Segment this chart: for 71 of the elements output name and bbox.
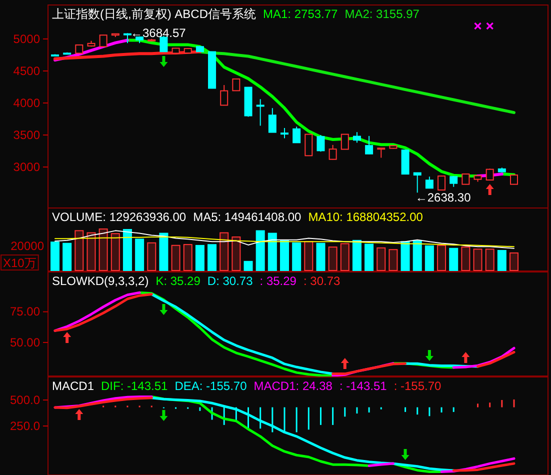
bar bbox=[473, 248, 482, 271]
bar bbox=[122, 229, 132, 271]
y-tick-label: 3000 bbox=[13, 160, 40, 174]
bar bbox=[159, 232, 168, 271]
line-series bbox=[54, 50, 202, 60]
bar bbox=[461, 246, 470, 271]
text: : 35.29 bbox=[260, 274, 297, 288]
bar bbox=[195, 244, 204, 271]
bar bbox=[280, 240, 289, 271]
bar bbox=[62, 242, 72, 271]
bar bbox=[220, 232, 229, 271]
bar bbox=[497, 250, 506, 271]
text: : -143.51 bbox=[339, 379, 388, 393]
bar bbox=[352, 240, 362, 271]
bar bbox=[340, 243, 350, 271]
annotation: ←2638.30 bbox=[415, 190, 472, 205]
bar bbox=[388, 249, 398, 271]
y-tick-label: 4500 bbox=[13, 64, 40, 78]
bar bbox=[50, 242, 60, 271]
bar bbox=[171, 244, 180, 271]
bar bbox=[316, 242, 326, 271]
y-tick-label: 50.00 bbox=[10, 335, 40, 350]
bar bbox=[135, 238, 144, 271]
text: MA1: 2753.77 bbox=[263, 7, 338, 21]
annotation: ←3684.57 bbox=[130, 26, 186, 40]
bar bbox=[74, 230, 84, 271]
text: D: 30.73 bbox=[207, 274, 254, 288]
bar bbox=[485, 248, 494, 271]
bar bbox=[232, 236, 241, 271]
series-label: DIF: -143.51 bbox=[101, 379, 168, 393]
bar bbox=[98, 228, 108, 271]
bar bbox=[412, 240, 422, 271]
y-tick-label: 3500 bbox=[13, 128, 40, 142]
chart-title: 上证指数(日线,前复权) ABCD信号系统 bbox=[52, 7, 256, 21]
series-label: K: 35.29 bbox=[156, 274, 201, 288]
y-tick-label: 250.0 bbox=[10, 418, 40, 433]
text: MA2: 3155.97 bbox=[344, 7, 420, 21]
bar bbox=[437, 244, 446, 271]
bar bbox=[244, 260, 253, 271]
candlestick bbox=[256, 98, 264, 126]
y-tick-label: 5000 bbox=[13, 32, 40, 46]
y-tick-label: 500.0 bbox=[10, 392, 40, 407]
bar bbox=[328, 246, 338, 271]
series-label: MA5: 149461408.00 bbox=[193, 210, 302, 224]
text: : 30.73 bbox=[303, 274, 341, 288]
bar bbox=[86, 232, 96, 271]
bar bbox=[110, 233, 120, 271]
bar bbox=[424, 245, 434, 271]
annotation: MACD1: 24.38 bbox=[254, 379, 333, 393]
bar bbox=[208, 244, 217, 271]
bar bbox=[400, 241, 410, 271]
bar bbox=[376, 247, 386, 271]
y-tick-label: 75.00 bbox=[10, 304, 40, 319]
bar bbox=[292, 242, 302, 271]
bar bbox=[147, 242, 156, 271]
chart-title: MACD1 bbox=[52, 379, 94, 393]
chart-title: SLOWKD(9,3,3,2) bbox=[52, 274, 149, 288]
bar bbox=[183, 244, 192, 271]
bar bbox=[304, 241, 314, 271]
bar bbox=[256, 230, 265, 271]
bar bbox=[268, 232, 277, 271]
bar bbox=[364, 244, 374, 271]
bar bbox=[449, 248, 458, 271]
series-label: MA10: 168804352.00 bbox=[308, 210, 424, 224]
text: : -155.70 bbox=[394, 379, 442, 393]
bar bbox=[510, 252, 518, 271]
text: 20000 bbox=[10, 239, 44, 253]
y-tick-label: 4000 bbox=[13, 96, 40, 110]
chart-title: VOLUME: 129263936.00 bbox=[52, 210, 186, 224]
series-label: DEA: -155.70 bbox=[174, 379, 248, 393]
line-series bbox=[198, 50, 516, 114]
